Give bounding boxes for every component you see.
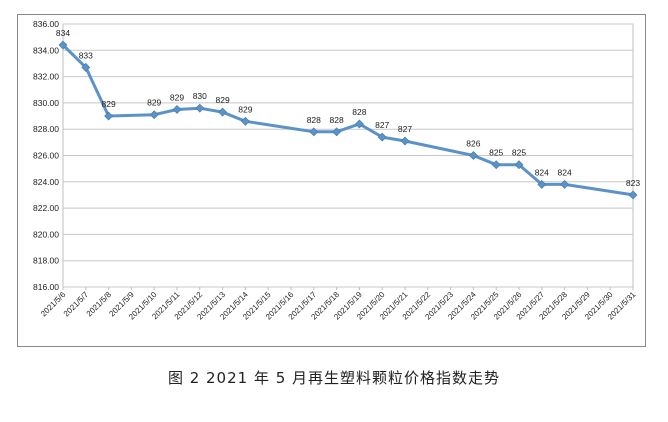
line-chart: 816.00 818.00 820.00 822.00 824.00 826.00 828.… (33, 19, 640, 322)
y-tick-label: 834.00 (33, 45, 59, 55)
data-point-marker (240, 116, 250, 126)
data-label: 826 (466, 139, 480, 149)
data-point-marker (491, 160, 501, 170)
y-tick-label: 818.00 (33, 256, 59, 266)
y-tick-label: 826.00 (33, 151, 59, 161)
figure-caption: 图 2 2021 年 5 月再生塑料颗粒价格指数走势 (167, 369, 501, 387)
data-point-marker (628, 190, 638, 200)
y-tick-label: 836.00 (33, 19, 59, 29)
data-point-marker (195, 103, 205, 113)
data-point-marker (218, 107, 228, 117)
data-label: 828 (352, 107, 366, 117)
data-label: 829 (216, 95, 230, 105)
data-label: 824 (558, 167, 572, 177)
data-label: 829 (102, 99, 116, 109)
data-label: 828 (307, 115, 321, 125)
y-tick-label: 820.00 (33, 229, 59, 239)
y-tick-label: 816.00 (33, 282, 59, 292)
data-label: 829 (238, 104, 252, 114)
data-point-marker (537, 180, 547, 189)
data-point-marker (81, 62, 91, 72)
y-tick-label: 824.00 (33, 177, 59, 187)
data-point-marker (400, 136, 410, 146)
chart-frame: 816.00 818.00 820.00 822.00 824.00 826.00 828.… (17, 14, 646, 347)
data-label: 829 (170, 92, 184, 102)
data-label: 833 (79, 50, 93, 60)
data-label: 827 (398, 124, 412, 134)
data-label: 834 (56, 28, 70, 38)
data-label: 824 (535, 167, 549, 177)
y-tick-label: 830.00 (33, 98, 59, 108)
data-point-marker (104, 111, 114, 121)
data-point-marker (172, 105, 182, 114)
data-label: 825 (489, 148, 503, 158)
data-point-marker (560, 180, 570, 189)
data-label: 828 (330, 115, 344, 125)
data-label: 829 (147, 98, 161, 108)
data-point-marker (377, 132, 387, 142)
data-point-marker (58, 40, 68, 50)
y-tick-label: 832.00 (33, 72, 59, 82)
data-point-marker (309, 127, 319, 137)
data-point-marker (332, 127, 342, 137)
data-point-marker (468, 151, 478, 160)
data-point-marker (354, 119, 364, 129)
data-point-marker (149, 110, 159, 120)
data-label: 827 (375, 120, 389, 130)
data-point-marker (514, 160, 524, 170)
y-tick-label: 822.00 (33, 203, 59, 213)
y-tick-label: 828.00 (33, 124, 59, 134)
data-label: 830 (193, 91, 207, 101)
data-label: 825 (512, 148, 526, 158)
data-label: 823 (626, 178, 640, 188)
